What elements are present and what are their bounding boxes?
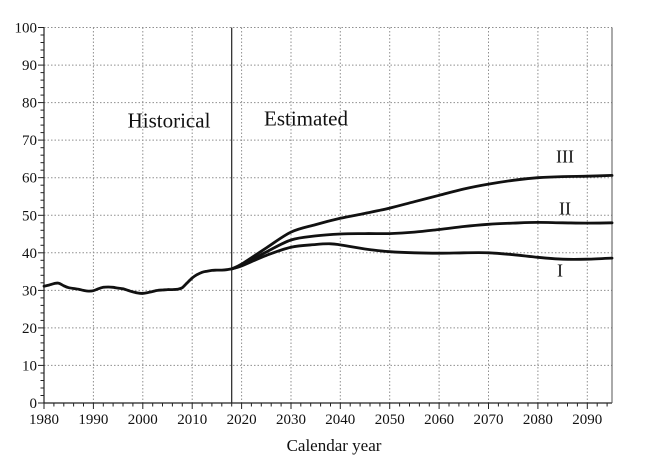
x-tick-label: 1990: [78, 412, 108, 428]
y-tick-label: 80: [22, 96, 37, 112]
y-tick-label: 70: [22, 133, 37, 149]
x-tick-label: 2000: [128, 412, 158, 428]
x-tick-label: 2080: [523, 412, 553, 428]
x-tick-label: 2010: [177, 412, 207, 428]
axis-ticks: [38, 27, 608, 409]
x-tick-label: 2050: [375, 412, 405, 428]
x-tick-label: 2060: [424, 412, 454, 428]
y-tick-label: 60: [22, 171, 37, 187]
y-tick-label: 30: [22, 283, 37, 299]
gridlines: [44, 27, 612, 403]
y-tick-label: 20: [22, 321, 37, 337]
x-tick-label: 1980: [29, 412, 59, 428]
series-iii: [230, 174, 614, 271]
y-tick-label: 100: [15, 21, 38, 37]
y-tick-label: 0: [30, 396, 38, 412]
y-tick-label: 90: [22, 58, 37, 74]
estimated-region-label: Estimated: [264, 106, 348, 131]
series-i: [230, 242, 614, 271]
x-tick-label: 2020: [227, 412, 257, 428]
series-label-ii: II: [559, 198, 571, 219]
series-ii: [230, 220, 614, 271]
series-historical: [42, 267, 234, 295]
y-tick-label: 40: [22, 246, 37, 262]
series-label-iii: III: [556, 146, 574, 167]
x-axis-title: Calendar year: [286, 436, 382, 455]
x-tick-label: 2090: [572, 412, 602, 428]
y-tick-label: 50: [22, 208, 37, 224]
x-tick-label: 2070: [474, 412, 504, 428]
x-tick-label: 2030: [276, 412, 306, 428]
y-tick-label: 10: [22, 358, 37, 374]
historical-region-label: Historical: [127, 108, 211, 133]
data-series: [42, 174, 614, 295]
x-tick-label: 2040: [325, 412, 355, 428]
series-label-i: I: [557, 260, 563, 281]
